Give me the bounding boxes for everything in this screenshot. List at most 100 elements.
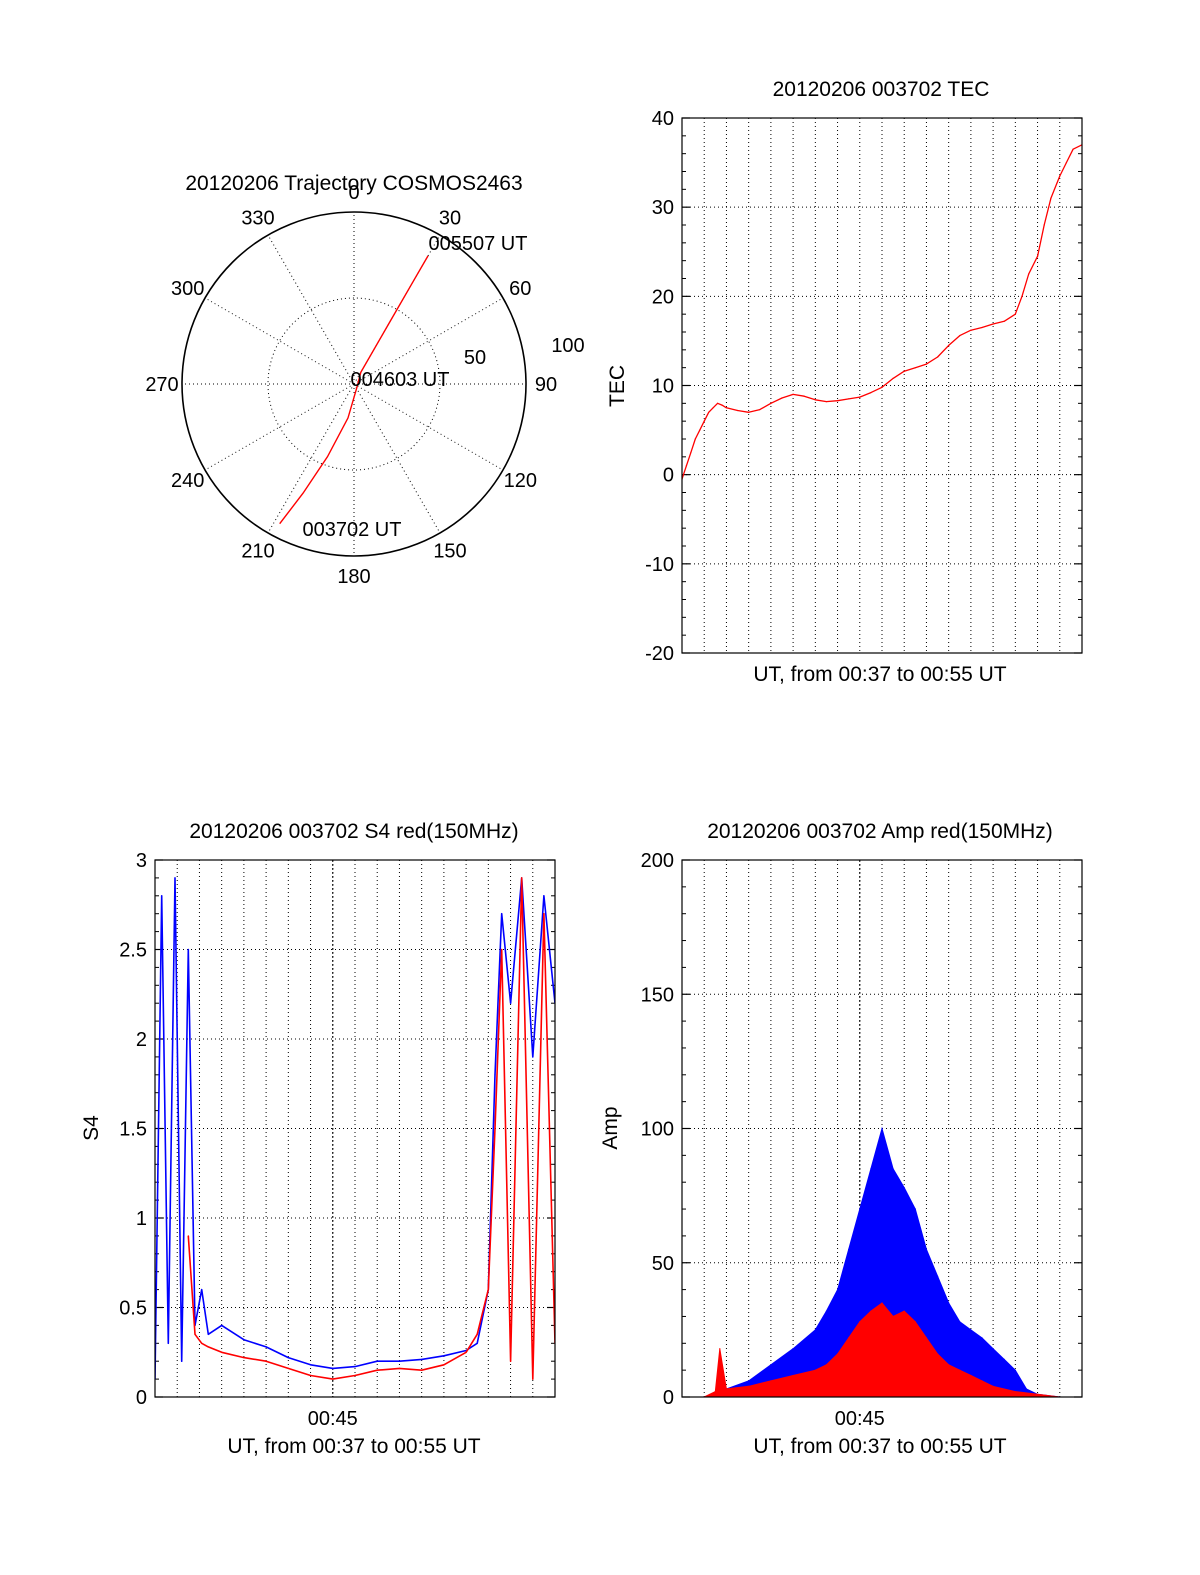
y-tick-label: 0 [136,1387,147,1409]
series-blue-point [837,1289,839,1291]
series-red-point [1021,295,1023,297]
y-tick-label: 1.5 [119,1119,147,1141]
polar-annotations: 005507 UT 004603 UT 003702 UT [303,233,528,541]
series-red-point [354,1374,356,1377]
y-tick-label: 200 [641,850,674,872]
series-red-point [243,1357,245,1359]
series-red-point [690,451,692,453]
s4-panel: 20120206 003702 S4 red(150MHz) S4 UT, fr… [80,820,556,1458]
y-tick-label: 2 [136,1029,147,1051]
y-tick-label: 40 [652,108,674,130]
series-red-point [892,1315,894,1318]
series-blue-point [859,1208,861,1210]
s4-xlabel: UT, from 00:37 to 00:55 UT [227,1435,480,1458]
polar-angle-label: 330 [241,208,274,230]
series-red-point [859,396,861,398]
series-red-point [194,1333,196,1335]
series-blue-point [892,1168,894,1170]
series-red-point [992,323,994,325]
series-blue-point [925,1248,928,1250]
y-tick-label: -10 [645,554,674,576]
series-red-point [814,399,816,401]
plot-frame [154,859,556,1398]
series-blue-point [376,1360,378,1362]
polar-grid-spoke-330 [267,234,355,385]
series-blue-point [443,1355,445,1357]
series-red-point [521,877,523,879]
series-red-point [494,1127,496,1130]
series-red-point [792,393,794,395]
series-red-point [221,1351,223,1353]
series-red-line [682,144,1082,480]
series-blue-point [265,1346,267,1348]
tec-plot-area: 40 30 20 10 0 -10 -20 [645,108,1083,665]
series-red-point [848,398,850,400]
series-red-point [443,1364,445,1366]
polar-angle-label: 300 [171,278,204,300]
series-red-point [837,1353,839,1355]
polar-angle-label: 270 [145,374,178,396]
series-red-point [903,370,905,372]
series-red-point [792,1374,794,1377]
series-red-point [719,1348,721,1350]
series-red-point [970,329,972,331]
series-red-point [1050,197,1052,199]
series-red-point [543,913,545,915]
series-blue-point [501,913,503,915]
polar-angle-label: 240 [171,470,204,492]
amp-xlabel: UT, from 00:37 to 00:55 UT [753,1435,1006,1458]
series-red-point [1014,1391,1016,1393]
series-red-point [376,1369,378,1371]
series-red-point [721,404,723,406]
series-red-point [881,386,883,388]
series-blue-point [881,1127,883,1130]
polar-angle-labels: 0 30 60 90 120 150 180 210 240 270 300 330 [145,182,557,588]
polar-grid-spoke-60 [353,297,504,385]
series-red-point [914,367,916,369]
series-blue-point [825,1310,828,1312]
series-red-point [510,1360,512,1362]
series-blue-point [992,1348,994,1350]
series-blue-point [792,1348,794,1350]
tec-panel: 20120206 003702 TEC TEC UT, from 00:37 t… [606,78,1083,686]
series-blue-point [532,1056,534,1058]
series-blue-point [1014,1369,1016,1371]
series-blue-line [155,877,555,1380]
polar-grid-spoke-210 [267,383,355,534]
polar-angle-label: 60 [509,278,531,300]
series-red-point [699,429,701,431]
plot-frame [681,117,1083,654]
series-red-point [1037,255,1039,257]
series-red-point [685,465,688,467]
polar-grid-spoke-240 [204,383,355,471]
series-blue-point [494,1074,496,1076]
series-red-point [825,1364,828,1366]
y-tick-label: 150 [641,984,674,1006]
series-blue-point [981,1337,983,1339]
series-red-point [981,326,983,329]
series-blue-point [181,1360,183,1362]
series-red-point [959,335,961,337]
series-red-point [992,1385,994,1387]
series-red-point [770,402,772,404]
series-red-point [914,1321,916,1323]
series-red-point [717,402,719,404]
amp-ylabel: Amp [599,1106,622,1149]
amp-title: 20120206 003702 Amp red(150MHz) [707,820,1053,843]
series-red-point [925,363,928,365]
y-tick-label: 0.5 [119,1298,147,1320]
series-blue-point [543,895,545,897]
series-blue-point [207,1333,209,1335]
plot-series [682,144,1082,480]
polar-grid [181,211,527,557]
series-blue-point [221,1324,223,1326]
series-blue-point [354,1366,356,1368]
series-blue-point [174,877,176,879]
polar-angle-label: 120 [504,470,537,492]
y-tick-label: 3 [136,850,147,872]
series-red-point [870,392,872,394]
series-red-point [201,1342,203,1344]
series-red-point [870,1310,872,1312]
tec-ylabel: TEC [606,365,629,407]
polar-radial-labels: 50 100 [464,335,585,369]
